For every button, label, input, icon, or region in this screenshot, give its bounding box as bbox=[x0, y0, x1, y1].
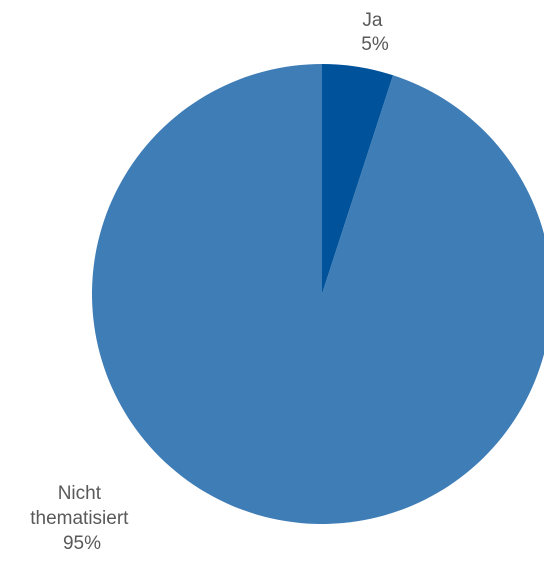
slice-label-ja-value: 5% bbox=[361, 34, 389, 55]
pie-slices bbox=[92, 64, 544, 524]
slice-label-nicht-thematisiert: Nicht thematisiert 95% bbox=[30, 483, 133, 554]
slice-label-ja: Ja 5% bbox=[361, 10, 389, 55]
slice-label-nicht-thematisiert-name-line2: thematisiert bbox=[30, 508, 129, 529]
slice-label-nicht-thematisiert-name-line1: Nicht bbox=[58, 483, 102, 504]
pie-slice-ja bbox=[322, 64, 394, 294]
slice-label-ja-name: Ja bbox=[362, 10, 383, 31]
slice-label-nicht-thematisiert-value: 95% bbox=[63, 533, 101, 554]
pie-slice-nicht-thematisiert bbox=[92, 64, 544, 524]
